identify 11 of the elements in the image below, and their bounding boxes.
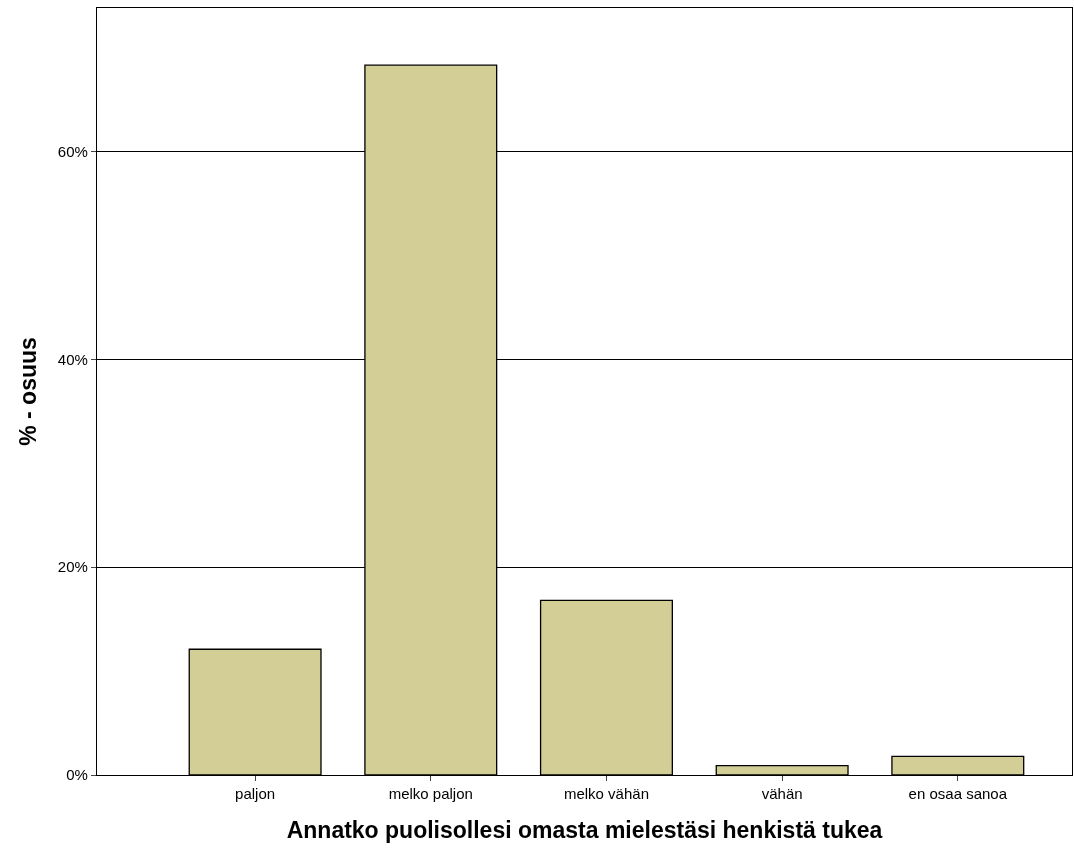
y-tick-label: 40% [57, 350, 88, 368]
y-tick-label: 60% [57, 142, 88, 160]
x-tick-label: vähän [761, 785, 803, 803]
y-axis-title: % - osuus [15, 337, 42, 446]
x-tick-label: en osaa sanoa [908, 785, 1008, 803]
x-axis-title: Annatko puolisollesi omasta mielestäsi henkistä tukea [286, 816, 883, 843]
x-tick-label: melko vähän [563, 785, 649, 803]
y-tick-label: 20% [57, 558, 88, 576]
x-tick-label: melko paljon [388, 785, 473, 803]
y-tick-label: 0% [66, 766, 88, 784]
x-tick-label: paljon [235, 785, 276, 803]
